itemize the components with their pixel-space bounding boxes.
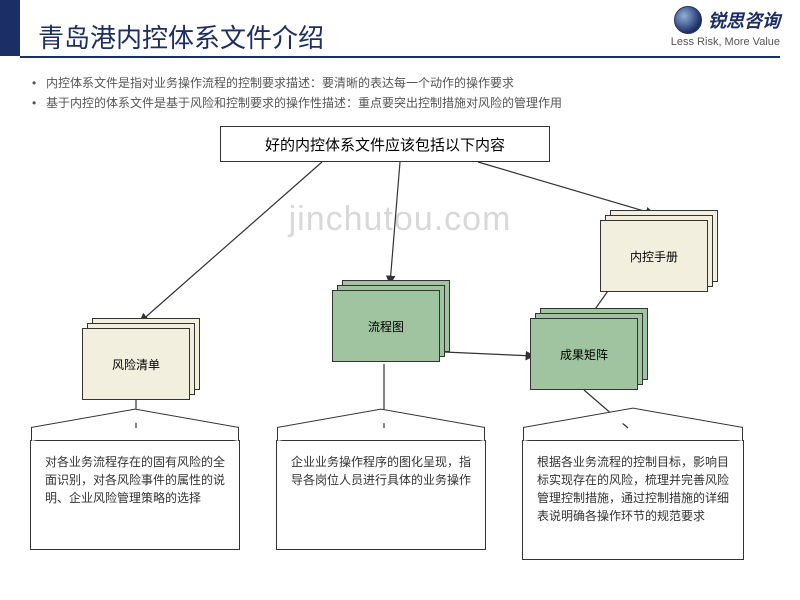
brand-slogan: Less Risk, More Value [671, 36, 780, 48]
desc-text: 企业业务操作程序的图化呈现，指导各岗位人员进行具体的业务操作 [277, 441, 485, 503]
diagram-canvas: 好的内控体系文件应该包括以下内容 风险清单 流程图 成果矩阵 内控手册 对各业务… [0, 120, 800, 600]
node-ic-manual: 内控手册 [600, 220, 708, 292]
intro-bullets: 内控体系文件是指对业务操作流程的控制要求描述：要清晰的表达每一个动作的操作要求 … [32, 74, 768, 114]
brand-name: 锐思咨询 [708, 7, 780, 33]
logo-icon [674, 6, 702, 34]
header-divider [20, 56, 780, 58]
node-label: 成果矩阵 [530, 318, 638, 390]
node-result-matrix: 成果矩阵 [530, 318, 638, 390]
diagram-top-box: 好的内控体系文件应该包括以下内容 [220, 126, 550, 162]
node-label: 风险清单 [82, 328, 190, 400]
desc-risk-list: 对各业务流程存在的固有风险的全面识别，对各风险事件的属性的说明、企业风险管理策略… [30, 440, 240, 550]
top-box-label: 好的内控体系文件应该包括以下内容 [265, 134, 505, 155]
bullet-item: 基于内控的体系文件是基于风险和控制要求的操作性描述：重点要突出控制措施对风险的管… [32, 94, 768, 112]
page-title: 青岛港内控体系文件介绍 [38, 18, 324, 55]
desc-flowchart: 企业业务操作程序的图化呈现，指导各岗位人员进行具体的业务操作 [276, 440, 486, 550]
bullet-item: 内控体系文件是指对业务操作流程的控制要求描述：要清晰的表达每一个动作的操作要求 [32, 74, 768, 92]
logo-area: 锐思咨询 Less Risk, More Value [671, 6, 780, 48]
desc-text: 根据各业务流程的控制目标，影响目标实现存在的风险，梳理并完善风险管理控制措施，通… [523, 441, 743, 539]
header-accent [0, 0, 20, 56]
node-label: 流程图 [332, 290, 440, 362]
node-label: 内控手册 [600, 220, 708, 292]
node-flowchart: 流程图 [332, 290, 440, 362]
desc-text: 对各业务流程存在的固有风险的全面识别，对各风险事件的属性的说明、企业风险管理策略… [31, 441, 239, 521]
desc-result-matrix: 根据各业务流程的控制目标，影响目标实现存在的风险，梳理并完善风险管理控制措施，通… [522, 440, 744, 560]
node-risk-list: 风险清单 [82, 328, 190, 400]
